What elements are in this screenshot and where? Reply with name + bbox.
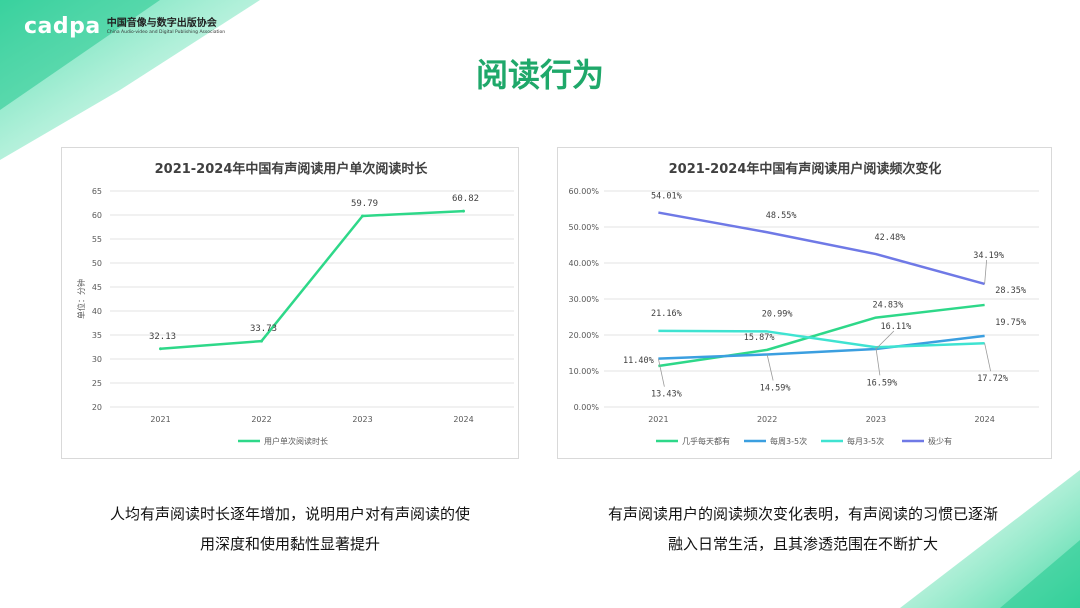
data-label: 13.43% <box>651 390 682 400</box>
y-tick-label: 60.00% <box>568 187 599 196</box>
x-tick-label: 2023 <box>352 415 372 424</box>
chart-panel-frequency: 2021-2024年中国有声阅读用户阅读频次变化 0.00% 10.00% 20.00… <box>557 147 1052 459</box>
series-line <box>658 211 985 286</box>
duration-line-chart: 2021-2024年中国有声阅读用户单次阅读时长 20 25 30 35 40 45 50 55… <box>76 161 514 446</box>
legend-label: 用户单次阅读时长 <box>264 436 328 446</box>
caption-right: 有声阅读用户的阅读频次变化表明，有声阅读的习惯已逐渐 融入日常生活，且其渗透范围… <box>548 499 1058 559</box>
chart-title: 2021-2024年中国有声阅读用户阅读频次变化 <box>669 161 942 177</box>
data-label: 42.48% <box>875 233 906 243</box>
data-label: 28.35% <box>995 286 1026 296</box>
caption-left: 人均有声阅读时长逐年增加，说明用户对有声阅读的使 用深度和使用黏性显著提升 <box>40 499 540 559</box>
y-tick-label: 40.00% <box>568 259 599 268</box>
data-label: 33.73 <box>250 324 277 334</box>
y-axis-label: 单位：分钟 <box>76 279 86 319</box>
y-tick-label: 55 <box>92 235 102 244</box>
y-tick-label: 0.00% <box>574 403 600 412</box>
data-label: 19.75% <box>995 318 1026 328</box>
leader-line <box>984 343 992 372</box>
data-point <box>159 347 162 351</box>
frequency-line-chart: 2021-2024年中国有声阅读用户阅读频次变化 0.00% 10.00% 20.00… <box>568 161 1039 446</box>
leader-line <box>984 259 988 284</box>
data-point <box>462 209 465 213</box>
data-label: 16.11% <box>881 322 912 332</box>
data-label: 48.55% <box>766 211 797 221</box>
logo-wordmark: cadpa <box>24 14 101 39</box>
data-label: 11.40% <box>623 356 654 366</box>
x-tick-label: 2021 <box>648 415 668 424</box>
series-line <box>658 329 985 349</box>
data-label: 60.82 <box>452 194 479 204</box>
org-name-cn: 中国音像与数字出版协会 <box>106 17 217 29</box>
x-tick-label: 2024 <box>974 415 994 424</box>
caption-right-line1: 有声阅读用户的阅读频次变化表明，有声阅读的习惯已逐渐 <box>607 505 998 523</box>
leader-line <box>875 330 895 350</box>
data-label: 54.01% <box>651 192 682 202</box>
y-tick-label: 30 <box>92 355 102 364</box>
x-tick-label: 2024 <box>453 415 473 424</box>
series-line <box>658 303 985 368</box>
data-label: 17.72% <box>977 374 1008 384</box>
data-label: 24.83% <box>873 301 904 311</box>
y-tick-label: 10.00% <box>568 367 599 376</box>
legend-label: 每周3-5次 <box>770 436 807 446</box>
data-label: 21.16% <box>651 309 682 319</box>
chart-panel-duration: 2021-2024年中国有声阅读用户单次阅读时长 20 25 30 35 40 45 50 55… <box>61 147 519 459</box>
data-label: 15.87% <box>744 333 775 343</box>
data-label: 34.19% <box>973 251 1004 261</box>
leader-line <box>766 354 774 381</box>
y-tick-label: 65 <box>92 187 102 196</box>
y-tick-label: 40 <box>92 307 102 316</box>
y-tick-label: 30.00% <box>568 295 599 304</box>
y-tick-label: 60 <box>92 211 102 220</box>
caption-left-line1: 人均有声阅读时长逐年增加，说明用户对有声阅读的使 <box>109 505 470 523</box>
data-point <box>260 339 263 343</box>
leader-line <box>657 358 665 387</box>
logo: cadpa 中国音像与数字出版协会 China Audio-video and … <box>24 14 225 39</box>
data-label: 20.99% <box>762 309 793 319</box>
y-tick-label: 25 <box>92 379 102 388</box>
x-tick-label: 2022 <box>251 415 271 424</box>
leader-line <box>875 347 881 376</box>
data-point <box>361 214 364 218</box>
x-tick-label: 2022 <box>757 415 777 424</box>
chart-title: 2021-2024年中国有声阅读用户单次阅读时长 <box>155 161 429 177</box>
caption-left-line2: 用深度和使用黏性显著提升 <box>199 535 380 553</box>
legend-label: 几乎每天都有 <box>682 436 730 446</box>
x-tick-label: 2021 <box>150 415 170 424</box>
data-label: 16.59% <box>867 378 898 388</box>
data-label: 14.59% <box>760 383 791 393</box>
data-label: 32.13 <box>149 332 176 342</box>
legend-label: 极少有 <box>928 436 952 446</box>
y-tick-label: 45 <box>92 283 102 292</box>
x-tick-label: 2023 <box>866 415 886 424</box>
y-tick-label: 20.00% <box>568 331 599 340</box>
series-line <box>658 334 985 360</box>
org-name-en: China Audio-video and Digital Publishing… <box>106 29 226 35</box>
y-tick-label: 35 <box>92 331 102 340</box>
caption-right-line2: 融入日常生活，且其渗透范围在不断扩大 <box>667 535 938 553</box>
y-tick-label: 50.00% <box>568 223 599 232</box>
y-tick-label: 50 <box>92 259 102 268</box>
series-line <box>160 209 464 351</box>
data-label: 59.79 <box>351 199 378 209</box>
legend-label: 每月3-5次 <box>847 436 884 446</box>
y-tick-label: 20 <box>92 403 102 412</box>
page-title: 阅读行为 <box>475 56 604 94</box>
